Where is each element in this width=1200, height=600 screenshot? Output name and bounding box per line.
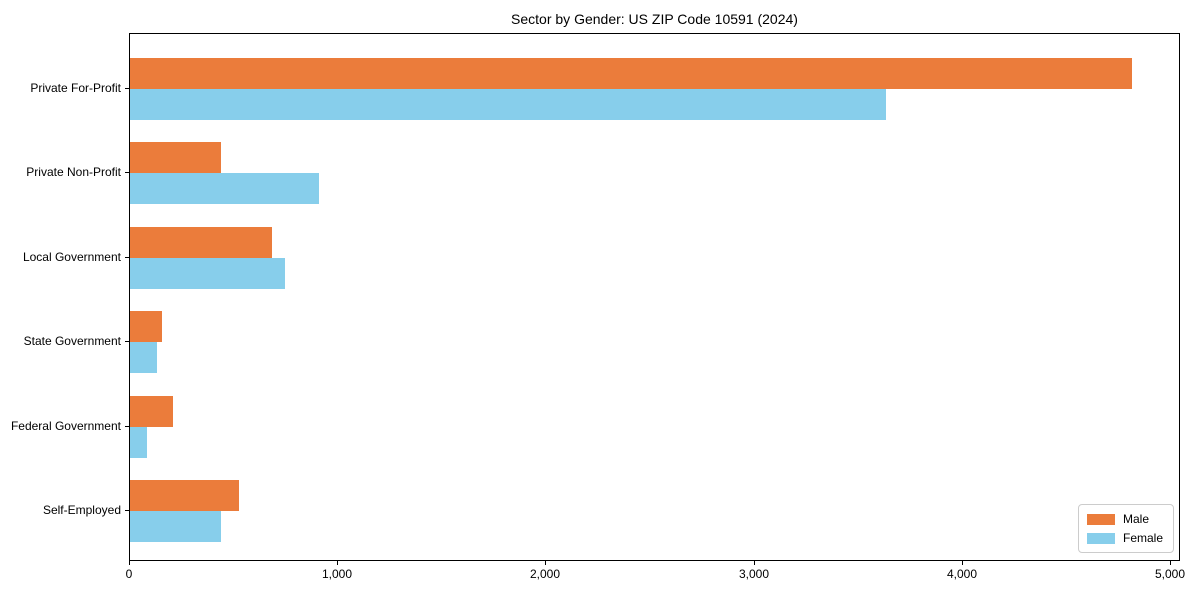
xtick-label: 1,000	[321, 567, 353, 581]
bar-female-2	[130, 258, 285, 289]
ytick-mark	[125, 257, 129, 258]
xtick-mark	[129, 561, 130, 565]
xtick-mark	[1170, 561, 1171, 565]
legend-item-female: Female	[1086, 531, 1163, 545]
bar-male-1	[130, 142, 221, 173]
ytick-label: State Government	[23, 334, 121, 348]
xtick-label: 0	[125, 567, 133, 581]
y-axis-labels: Private For-Profit Private Non-Profit Loca…	[0, 33, 121, 561]
xtick-mark	[962, 561, 963, 565]
ytick-mark	[125, 341, 129, 342]
legend-label-female: Female	[1122, 531, 1163, 545]
bar-female-5	[130, 511, 221, 542]
legend-item-male: Male	[1086, 512, 1163, 526]
xtick-label: 4,000	[946, 567, 978, 581]
ytick-label: Self-Employed	[42, 503, 121, 517]
bar-female-0	[130, 89, 886, 120]
xtick-label: 2,000	[529, 567, 561, 581]
bar-male-3	[130, 311, 162, 342]
legend-label-male: Male	[1122, 512, 1149, 526]
legend: Male Female	[1077, 504, 1174, 553]
xtick-label: 5,000	[1154, 567, 1186, 581]
ytick-mark	[125, 510, 129, 511]
bar-male-4	[130, 396, 173, 427]
ytick-mark	[125, 172, 129, 173]
bar-male-2	[130, 227, 272, 258]
ytick-label: Private For-Profit	[30, 81, 121, 95]
ytick-mark	[125, 426, 129, 427]
plot-area: Male Female	[129, 33, 1180, 561]
xtick-label: 3,000	[738, 567, 770, 581]
xtick-mark	[545, 561, 546, 565]
ytick-label: Local Government	[22, 250, 121, 264]
bar-male-0	[130, 58, 1132, 89]
bar-male-5	[130, 480, 239, 511]
bar-female-4	[130, 427, 147, 458]
ytick-label: Private Non-Profit	[26, 165, 121, 179]
legend-swatch-male-icon	[1086, 513, 1115, 525]
xtick-mark	[754, 561, 755, 565]
legend-swatch-female-icon	[1086, 532, 1115, 544]
bar-female-3	[130, 342, 157, 373]
bar-female-1	[130, 173, 319, 204]
ytick-mark	[125, 88, 129, 89]
xtick-mark	[337, 561, 338, 565]
ytick-label: Federal Government	[10, 419, 121, 433]
chart-title: Sector by Gender: US ZIP Code 10591 (202…	[511, 11, 798, 27]
